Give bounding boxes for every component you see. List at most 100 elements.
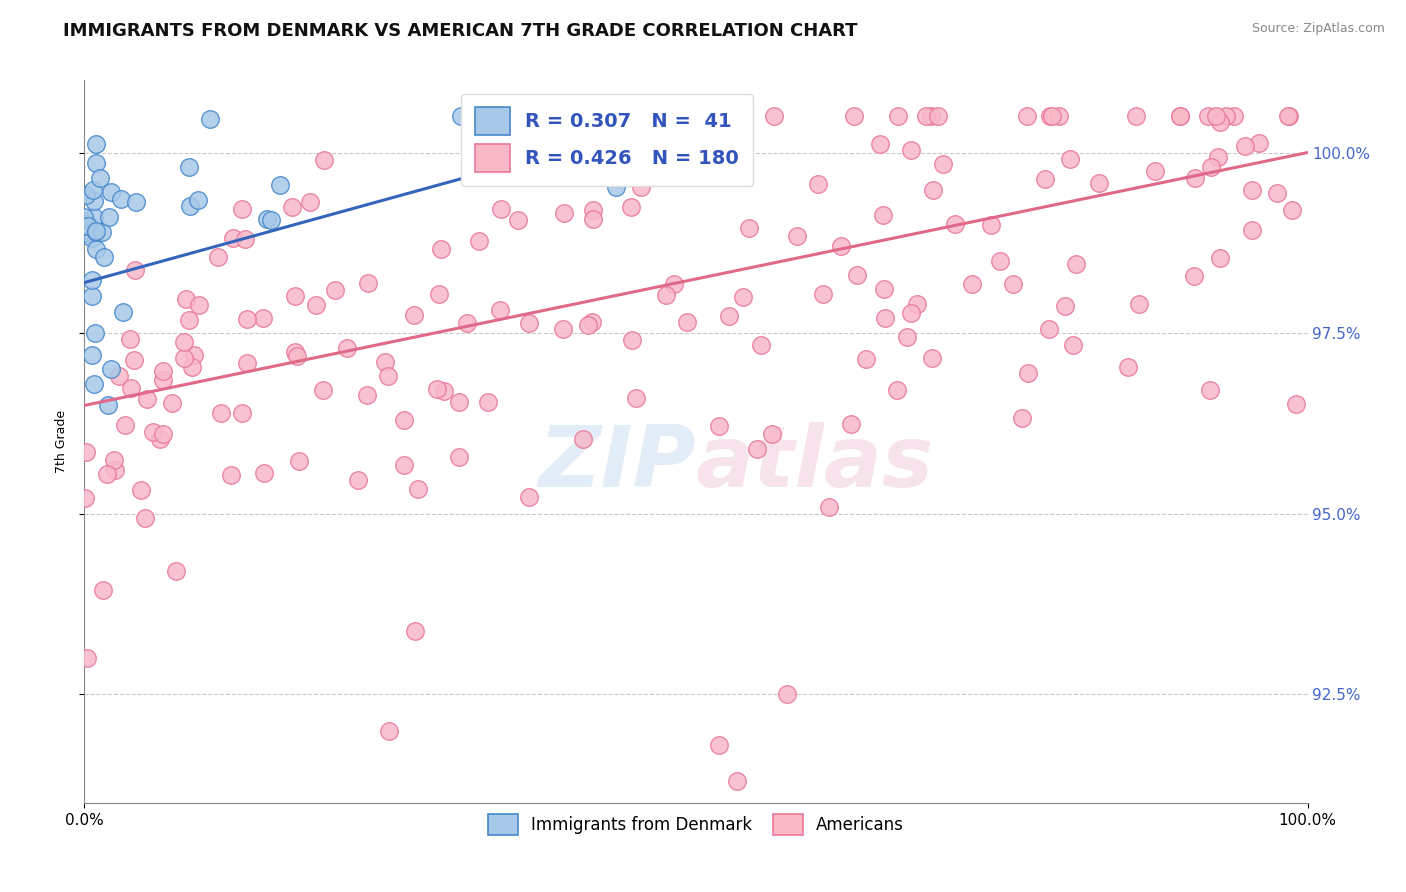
Point [1040, 109, 1063, 123]
Point [896, 330, 918, 344]
Point [253, 467, 276, 481]
Point [114, 417, 136, 432]
Point [1125, 109, 1147, 123]
Point [207, 250, 229, 264]
Point [655, 287, 678, 301]
Point [450, 109, 472, 123]
Point [135, 392, 157, 407]
Point [907, 296, 929, 310]
Point [855, 351, 877, 366]
Point [456, 316, 478, 330]
Point [654, 142, 676, 156]
Point [725, 774, 748, 789]
Point [323, 283, 346, 297]
Point [100, 185, 122, 199]
Point [887, 109, 910, 123]
Point [491, 202, 513, 217]
Point [733, 289, 755, 303]
Text: ZIP: ZIP [538, 422, 696, 505]
Point [776, 687, 799, 701]
Point [118, 332, 141, 346]
Point [572, 164, 595, 178]
Point [394, 458, 416, 472]
Point [152, 364, 174, 378]
Point [96, 467, 118, 481]
Point [312, 383, 335, 397]
Point [920, 109, 942, 123]
Point [187, 193, 209, 207]
Point [571, 432, 593, 446]
Point [108, 369, 131, 384]
Point [188, 298, 211, 312]
Point [574, 109, 596, 123]
Point [620, 200, 643, 214]
Point [122, 352, 145, 367]
Point [1017, 109, 1039, 123]
Point [179, 199, 201, 213]
Point [269, 178, 291, 193]
Point [429, 242, 451, 256]
Point [555, 109, 578, 123]
Point [231, 202, 253, 216]
Point [377, 369, 399, 384]
Point [1118, 359, 1140, 374]
Point [93, 250, 115, 264]
Point [807, 177, 830, 191]
Point [738, 221, 761, 235]
Point [1205, 109, 1227, 123]
Point [468, 234, 491, 248]
Point [299, 194, 322, 209]
Point [103, 462, 125, 476]
Point [621, 333, 644, 347]
Text: atlas: atlas [696, 422, 934, 505]
Point [256, 211, 278, 226]
Point [519, 143, 541, 157]
Point [347, 473, 370, 487]
Point [77, 219, 100, 233]
Point [449, 450, 471, 465]
Point [1265, 186, 1288, 200]
Point [1168, 109, 1191, 123]
Point [120, 381, 142, 395]
Point [142, 425, 165, 439]
Point [519, 316, 541, 330]
Point [1234, 138, 1257, 153]
Point [84, 242, 107, 256]
Point [900, 306, 922, 320]
Point [112, 305, 135, 319]
Point [1281, 203, 1303, 218]
Point [84, 224, 107, 238]
Point [183, 348, 205, 362]
Point [198, 112, 221, 126]
Point [84, 136, 107, 151]
Point [90, 225, 112, 239]
Point [709, 418, 731, 433]
Point [786, 229, 808, 244]
Point [281, 200, 304, 214]
Point [872, 208, 894, 222]
Point [374, 355, 396, 369]
Point [404, 624, 426, 638]
Point [110, 193, 132, 207]
Point [357, 276, 380, 290]
Point [222, 231, 245, 245]
Point [839, 417, 862, 432]
Point [314, 153, 336, 167]
Point [165, 564, 187, 578]
Point [988, 254, 1011, 268]
Point [676, 315, 699, 329]
Point [830, 239, 852, 253]
Point [1182, 269, 1205, 284]
Point [75, 188, 97, 202]
Point [630, 179, 652, 194]
Point [931, 157, 953, 171]
Point [83, 194, 105, 209]
Point [1011, 411, 1033, 425]
Point [174, 292, 197, 306]
Point [80, 226, 103, 240]
Point [305, 298, 328, 312]
Point [638, 167, 661, 181]
Point [489, 303, 512, 318]
Point [626, 391, 648, 405]
Point [378, 723, 401, 738]
